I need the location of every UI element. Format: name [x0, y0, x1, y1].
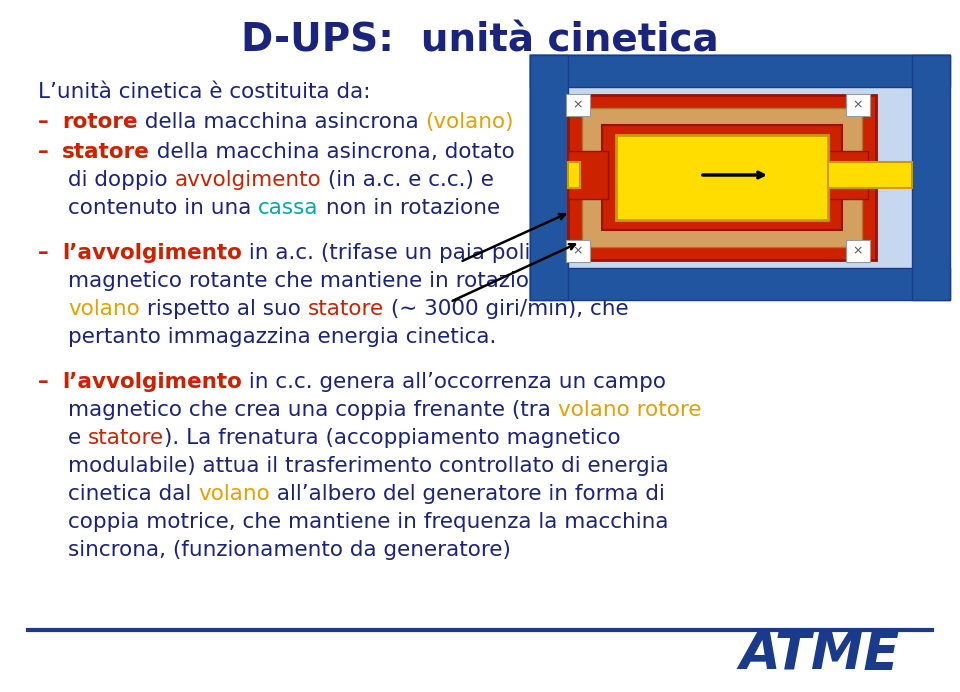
Text: ×: × [852, 98, 863, 111]
Text: –: – [38, 372, 49, 392]
Text: pertanto immagazzina energia cinetica.: pertanto immagazzina energia cinetica. [68, 327, 496, 347]
Text: contenuto in una: contenuto in una [68, 198, 258, 218]
Text: l’avvolgimento: l’avvolgimento [62, 372, 242, 392]
Text: non in rotazione: non in rotazione [319, 198, 500, 218]
Bar [616, 135, 828, 220]
Bar [602, 125, 842, 230]
Text: rispetto al suo: rispetto al suo [140, 299, 307, 319]
Text: e: e [68, 428, 88, 448]
Bar [566, 240, 590, 262]
Bar [530, 55, 950, 300]
Text: della macchina asincrona: della macchina asincrona [150, 142, 431, 162]
Bar [530, 268, 950, 300]
Text: volano: volano [68, 299, 140, 319]
Bar [566, 94, 590, 116]
Text: statore: statore [62, 142, 150, 162]
Text: volano: volano [198, 484, 270, 504]
Bar [530, 55, 568, 300]
Text: ×: × [852, 244, 863, 257]
Bar [568, 95, 876, 260]
Bar [568, 162, 580, 188]
Bar [846, 240, 870, 262]
Text: magnetico rotante che mantiene in rotazione il: magnetico rotante che mantiene in rotazi… [68, 271, 582, 291]
Text: –: – [38, 112, 49, 132]
Text: di doppio: di doppio [68, 170, 175, 190]
Text: ×: × [573, 244, 584, 257]
Text: sincrona, (funzionamento da generatore): sincrona, (funzionamento da generatore) [68, 540, 511, 560]
Text: ). La frenatura (accoppiamento magnetico: ). La frenatura (accoppiamento magnetico [164, 428, 621, 448]
Text: –: – [38, 142, 49, 162]
Text: rotore: rotore [582, 271, 646, 291]
Bar [846, 94, 870, 116]
Text: all’albero del generatore in forma di: all’albero del generatore in forma di [270, 484, 664, 504]
Text: ×: × [573, 98, 584, 111]
Bar [530, 55, 950, 87]
Text: avvolgimento: avvolgimento [175, 170, 322, 190]
Text: volano rotore: volano rotore [558, 400, 701, 420]
Bar [912, 55, 950, 300]
Bar [828, 162, 912, 188]
Text: cinetica dal: cinetica dal [68, 484, 198, 504]
Text: D-UPS:  unità cinetica: D-UPS: unità cinetica [241, 22, 719, 60]
Text: (in a.c. e c.c.) e: (in a.c. e c.c.) e [322, 170, 494, 190]
Text: modulabile) attua il trasferimento controllato di energia: modulabile) attua il trasferimento contr… [68, 456, 669, 476]
Text: magnetico che crea una coppia frenante (tra: magnetico che crea una coppia frenante (… [68, 400, 558, 420]
Text: L’unità cinetica è costituita da:: L’unità cinetica è costituita da: [38, 82, 371, 102]
Text: statore: statore [88, 428, 164, 448]
Text: cassa: cassa [258, 198, 319, 218]
Text: –: – [38, 243, 49, 263]
Text: (volano): (volano) [425, 112, 514, 132]
Text: della macchina asincrona: della macchina asincrona [137, 112, 425, 132]
Bar [828, 151, 868, 199]
Text: l’avvolgimento: l’avvolgimento [62, 243, 242, 263]
Text: coppia motrice, che mantiene in frequenza la macchina: coppia motrice, che mantiene in frequenz… [68, 512, 668, 532]
Text: (∼ 3000 giri/min), che: (∼ 3000 giri/min), che [384, 299, 628, 319]
Text: in c.c. genera all’occorrenza un campo: in c.c. genera all’occorrenza un campo [242, 372, 666, 392]
Text: , dotato: , dotato [431, 142, 515, 162]
Bar [568, 151, 608, 199]
Text: ATME: ATME [739, 628, 900, 680]
Text: in a.c. (trifase un paia poli) genera un campo: in a.c. (trifase un paia poli) genera un… [242, 243, 735, 263]
Text: rotore: rotore [62, 112, 137, 132]
Text: statore: statore [307, 299, 384, 319]
Bar [582, 108, 862, 247]
